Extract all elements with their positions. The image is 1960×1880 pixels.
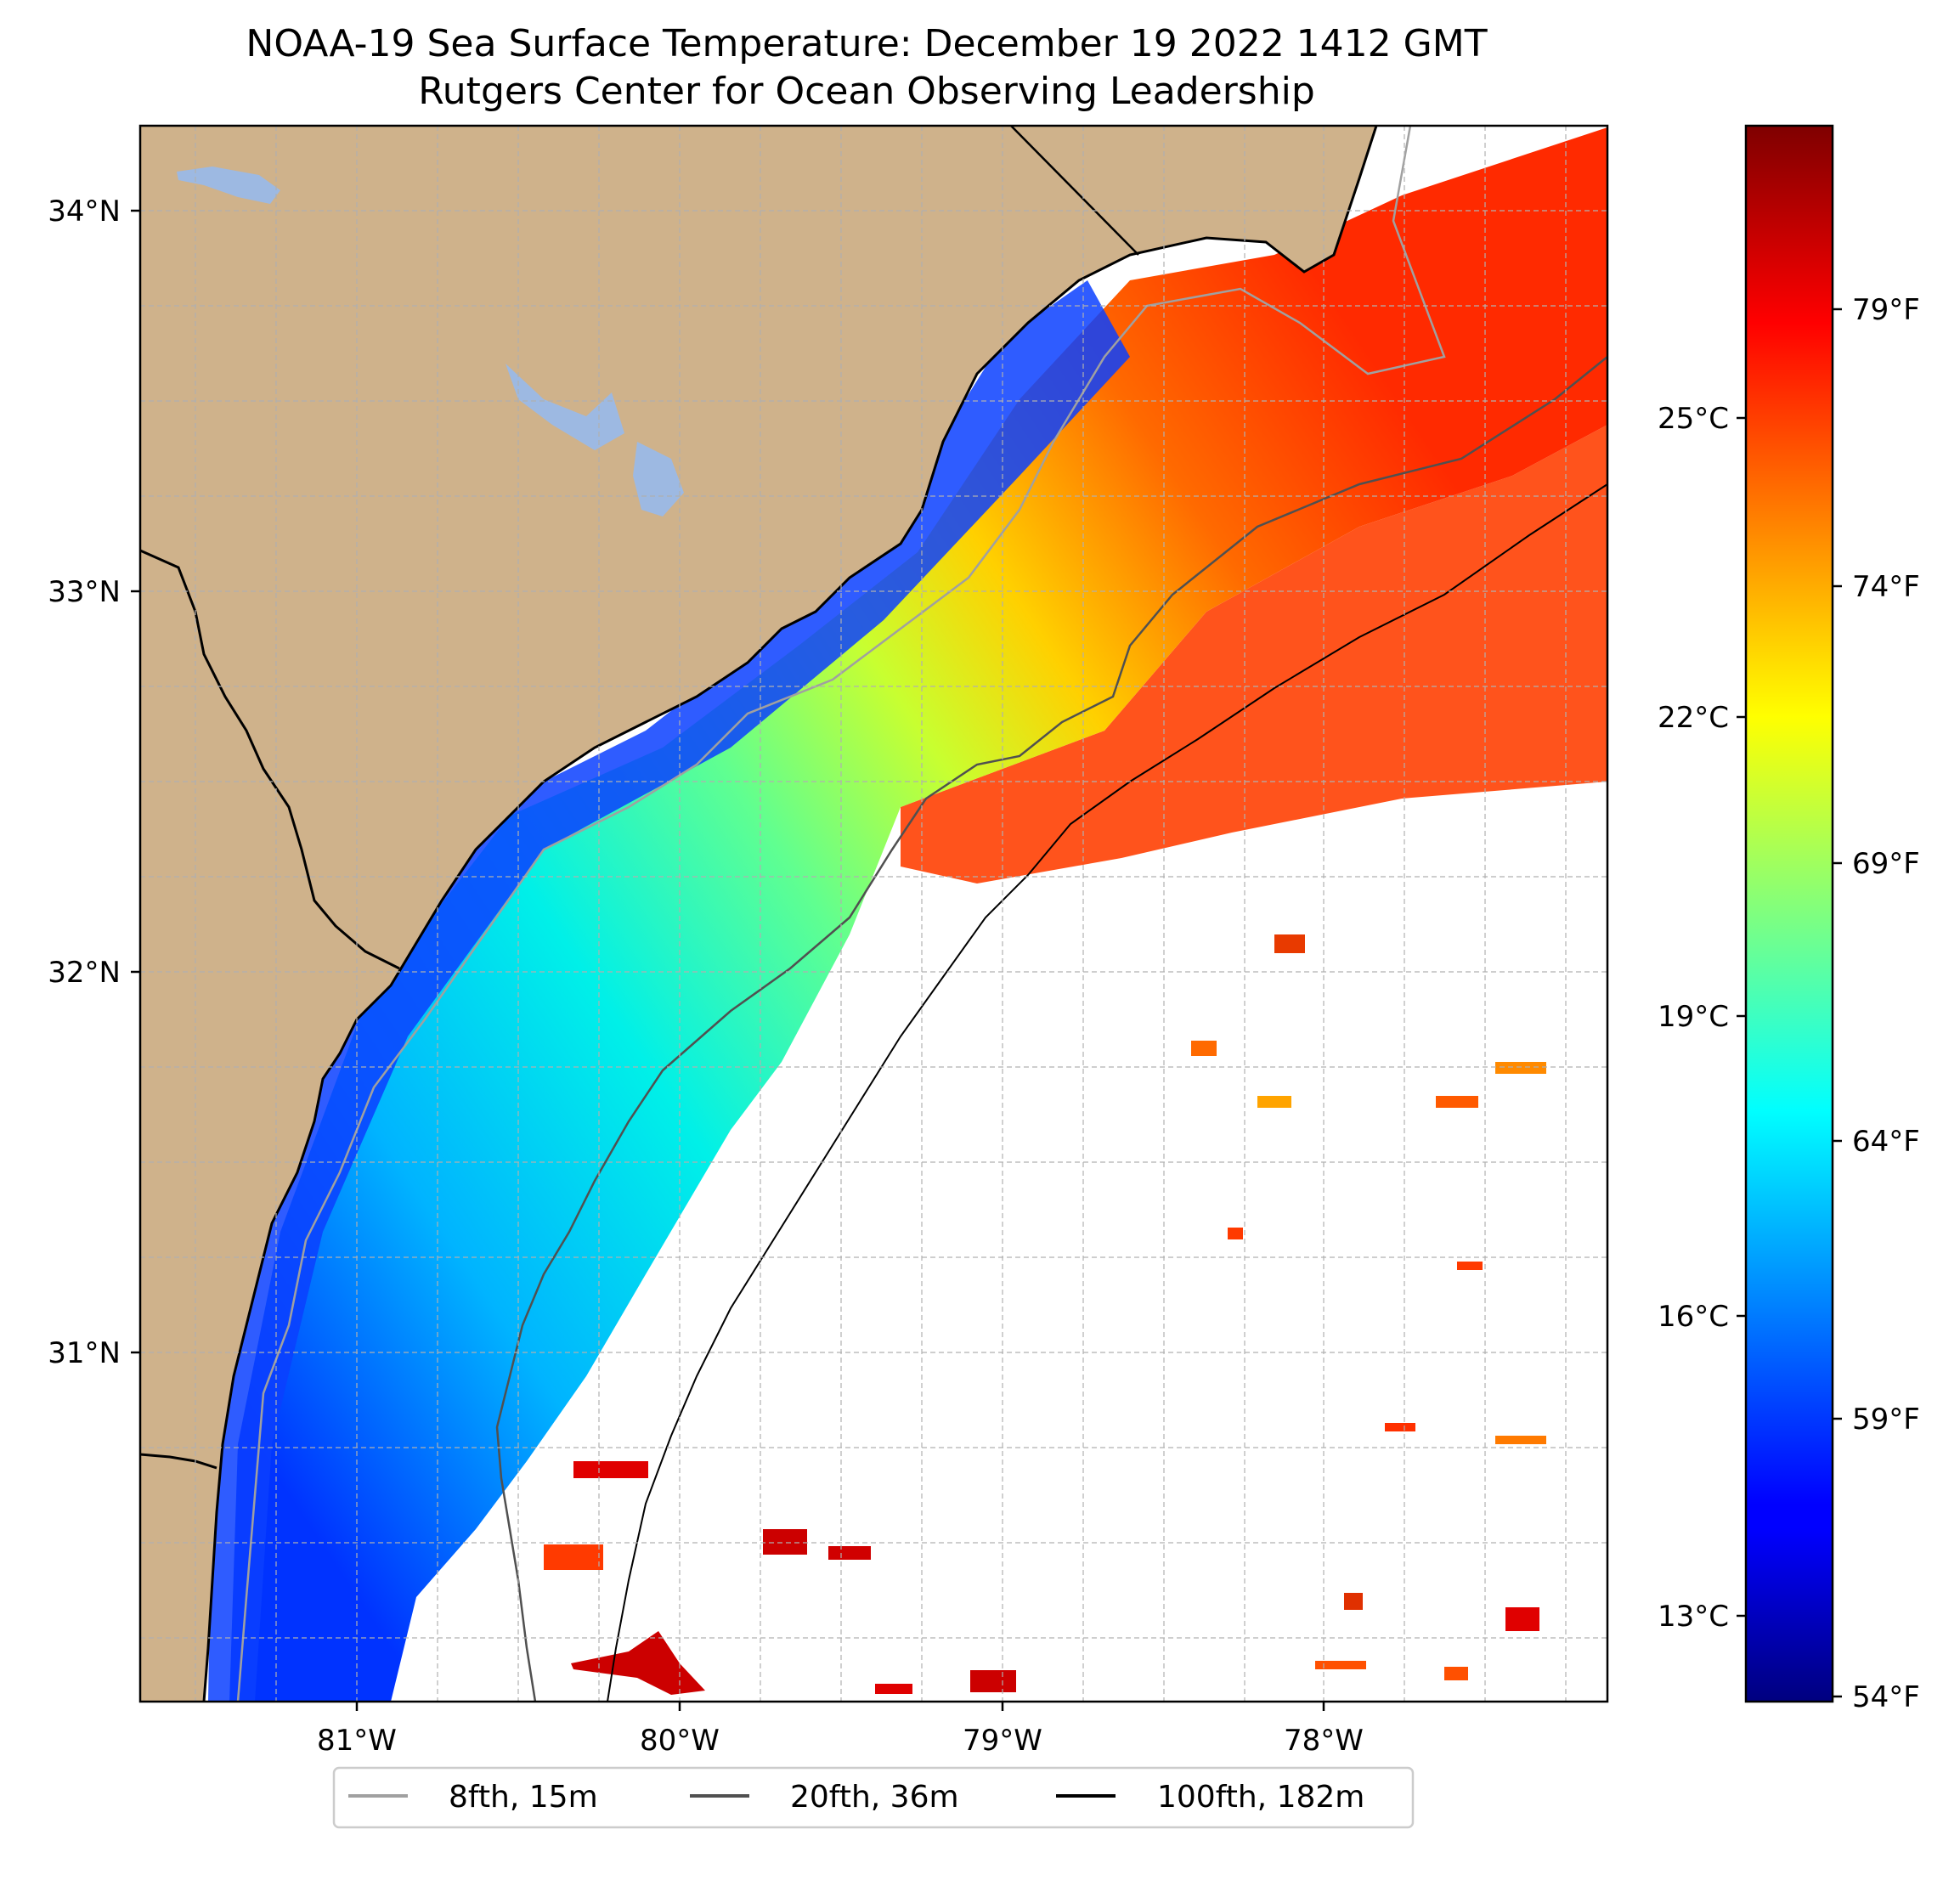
fahrenheit-label: 59°F — [1852, 1403, 1920, 1437]
celsius-label: 25°C — [1658, 402, 1729, 436]
celsius-label: 13°C — [1658, 1600, 1729, 1634]
sst-patch — [1495, 1062, 1546, 1074]
fahrenheit-label: 79°F — [1852, 293, 1920, 327]
isobath-100fth — [607, 483, 1607, 1702]
sst-patch — [1495, 1436, 1546, 1444]
sst-patch — [1315, 1661, 1366, 1669]
fahrenheit-label: 69°F — [1852, 847, 1920, 881]
fahrenheit-label: 54°F — [1852, 1680, 1920, 1714]
state-boundary-line — [1010, 126, 1139, 256]
colorbar — [1744, 124, 1834, 1703]
lon-label: 79°W — [963, 1724, 1042, 1758]
gridlines — [140, 126, 1607, 1702]
lat-ticks — [131, 209, 140, 1354]
lake-murray — [633, 442, 684, 517]
isobath-20fth — [495, 356, 1607, 1702]
title-line-1: NOAA-19 Sea Surface Temperature: Decembe… — [246, 22, 1487, 65]
sst-patch — [573, 1461, 648, 1478]
sst-patch — [763, 1529, 807, 1555]
lat-label: 32°N — [48, 956, 121, 990]
lon-label: 78°W — [1284, 1724, 1364, 1758]
legend-box — [332, 1766, 1415, 1829]
sst-gulf-stream — [901, 425, 1607, 884]
sst-patch — [1344, 1593, 1363, 1610]
fahrenheit-label: 74°F — [1852, 570, 1920, 604]
lon-ticks — [355, 1702, 1325, 1711]
land-mass — [140, 126, 1376, 1702]
colorbar-fahrenheit-ticks — [1833, 308, 1842, 1698]
title-line-2: Rutgers Center for Ocean Observing Leade… — [418, 70, 1315, 113]
sst-patch — [970, 1670, 1016, 1692]
celsius-label: 22°C — [1658, 701, 1729, 735]
sst-patch — [1257, 1096, 1291, 1108]
sst-patch — [544, 1544, 603, 1570]
lon-label: 80°W — [640, 1724, 720, 1758]
lat-label: 33°N — [48, 575, 121, 609]
legend-label-100fth: 100fth, 182m — [1157, 1780, 1364, 1815]
lon-label: 81°W — [317, 1724, 397, 1758]
celsius-label: 19°C — [1658, 1000, 1729, 1034]
sst-patch — [1385, 1423, 1415, 1431]
sst-patch — [571, 1631, 705, 1695]
legend-label-8fth: 8fth, 15m — [449, 1780, 598, 1815]
lake-marion — [506, 364, 624, 450]
lat-label: 34°N — [48, 195, 121, 229]
sst-patch — [1228, 1228, 1243, 1239]
coastline — [202, 126, 1378, 1702]
isobath-8fth — [236, 126, 1446, 1702]
colorbar-celsius-ticks — [1737, 416, 1746, 1617]
sst-cold-nearshore — [208, 280, 1130, 1702]
lat-label: 31°N — [48, 1336, 121, 1370]
legend-label-20fth: 20fth, 36m — [790, 1780, 959, 1815]
celsius-label: 16°C — [1658, 1300, 1729, 1334]
fahrenheit-label: 64°F — [1852, 1125, 1920, 1159]
map-frame — [138, 124, 1609, 1703]
state-boundary-line — [140, 1453, 217, 1470]
sst-shelf-water — [229, 127, 1607, 1702]
sst-patch — [875, 1684, 912, 1694]
lake-moultrie — [177, 167, 280, 204]
sst-patch — [828, 1546, 871, 1560]
sst-patch — [1444, 1667, 1468, 1680]
sst-patch — [1505, 1607, 1539, 1631]
sst-patch — [1457, 1262, 1483, 1270]
sst-patch — [1191, 1041, 1217, 1056]
sst-patch — [1436, 1096, 1478, 1108]
sst-patch — [1274, 934, 1305, 953]
map-panel — [140, 126, 1607, 1702]
